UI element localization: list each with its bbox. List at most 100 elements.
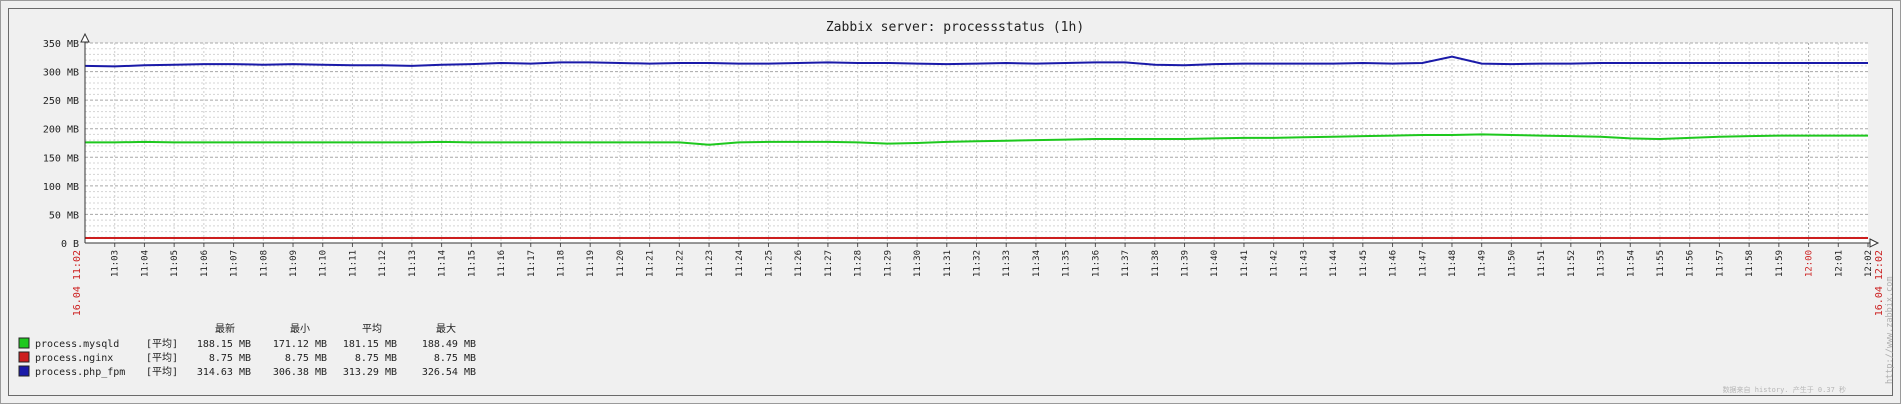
x-tick-label: 11:29 xyxy=(883,250,893,277)
x-tick-label: 11:27 xyxy=(824,250,834,277)
x-tick-label: 12:02 xyxy=(1864,250,1874,277)
x-tick-label: 11:44 xyxy=(1329,250,1339,277)
x-tick-label: 11:48 xyxy=(1448,250,1458,277)
x-tick-label: 11:11 xyxy=(348,250,358,277)
y-axis-arrow xyxy=(80,32,90,43)
x-tick-label: 11:15 xyxy=(467,250,477,277)
series-line-process-mysqld xyxy=(85,133,1868,146)
watermark: http://www.zabbix.com xyxy=(1885,277,1895,384)
legend-function: [平均] xyxy=(146,338,178,350)
x-tick-label: 11:51 xyxy=(1537,250,1547,277)
x-tick-label: 11:59 xyxy=(1775,250,1785,277)
legend-function: [平均] xyxy=(146,352,178,364)
x-tick-label: 11:46 xyxy=(1389,250,1399,277)
chart-title: Zabbix server: processstatus (1h) xyxy=(826,20,1084,35)
legend-swatch xyxy=(18,337,30,349)
x-tick-label: 11:04 xyxy=(140,250,150,277)
x-tick-label: 11:36 xyxy=(1091,250,1101,277)
y-tick-label: 350 MB xyxy=(43,39,79,50)
x-tick-label: 11:47 xyxy=(1418,250,1428,277)
x-tick-label: 11:10 xyxy=(319,250,329,277)
x-tick-label: 11:33 xyxy=(1002,250,1012,277)
x-tick-label: 11:49 xyxy=(1478,250,1488,277)
x-tick-label: 11:21 xyxy=(646,250,656,277)
x-tick-label: 11:12 xyxy=(378,250,388,277)
x-end-label: 16.04 12:02 xyxy=(1874,250,1885,316)
y-tick-label: 250 MB xyxy=(43,96,79,107)
legend-value-avg: 181.15 MB xyxy=(343,339,397,350)
legend-value-last: 314.63 MB xyxy=(197,367,251,378)
legend-header: 最小 xyxy=(290,323,310,335)
x-tick-label: 11:56 xyxy=(1686,250,1696,277)
x-tick-label: 11:14 xyxy=(438,250,448,277)
x-tick-label: 11:58 xyxy=(1745,250,1755,277)
x-tick-label: 11:26 xyxy=(794,250,804,277)
x-tick-label: 11:03 xyxy=(111,250,121,277)
x-tick-label: 11:53 xyxy=(1597,250,1607,277)
series-line-process-php-fpm xyxy=(84,55,1868,68)
plot-area: 0 B 50 MB 100 MB 150 MB 200 MB 250 MB 300 MB 35… xyxy=(43,32,1885,316)
x-tick-label: 11:43 xyxy=(1299,250,1309,277)
x-axis-arrow xyxy=(1869,238,1880,248)
y-tick-label: 0 B xyxy=(61,239,79,250)
x-tick-label: 11:20 xyxy=(616,250,626,277)
x-tick-label: 11:28 xyxy=(854,250,864,277)
x-tick-label: 11:23 xyxy=(705,250,715,277)
x-tick-label: 11:42 xyxy=(1270,250,1280,277)
legend-value-avg: 313.29 MB xyxy=(343,367,397,378)
x-tick-label: 11:50 xyxy=(1507,250,1517,277)
x-tick-label: 11:40 xyxy=(1210,250,1220,277)
x-tick-label: 11:52 xyxy=(1567,250,1577,277)
x-tick-label: 11:32 xyxy=(973,250,983,277)
legend-value-max: 8.75 MB xyxy=(434,353,476,364)
legend-header: 最大 xyxy=(436,322,456,335)
y-tick-label: 50 MB xyxy=(49,210,79,221)
legend-header: 最新 xyxy=(215,322,235,335)
legend-value-last: 188.15 MB xyxy=(197,339,251,350)
legend-value-min: 8.75 MB xyxy=(285,353,327,364)
x-tick-label: 11:55 xyxy=(1656,250,1666,277)
legend-function: [平均] xyxy=(146,366,178,378)
x-tick-label: 11:17 xyxy=(527,250,537,277)
x-tick-label: 11:08 xyxy=(259,250,269,277)
legend-value-last: 8.75 MB xyxy=(209,353,251,364)
x-tick-label: 11:57 xyxy=(1715,250,1725,277)
x-tick-label: 11:22 xyxy=(675,250,685,277)
x-tick-label: 11:41 xyxy=(1240,250,1250,277)
x-tick-label: 11:39 xyxy=(1181,250,1191,277)
x-tick-label: 11:13 xyxy=(408,250,418,277)
y-tick-label: 150 MB xyxy=(43,153,79,164)
x-tick-label: 11:45 xyxy=(1359,250,1369,277)
legend-swatch xyxy=(18,351,30,363)
legend-series-name: process.nginx xyxy=(35,353,113,364)
legend-swatch xyxy=(18,365,30,377)
x-tick-label: 11:07 xyxy=(230,250,240,277)
x-tick-label: 11:38 xyxy=(1151,250,1161,277)
x-tick-label: 11:34 xyxy=(1032,250,1042,277)
x-tick-label: 11:19 xyxy=(586,250,596,277)
legend-header: 平均 xyxy=(362,323,382,335)
legend-value-max: 326.54 MB xyxy=(422,367,476,378)
x-tick-label: 11:05 xyxy=(170,250,180,277)
legend-value-avg: 8.75 MB xyxy=(355,353,397,364)
x-tick-label: 11:18 xyxy=(556,250,566,277)
x-tick-label: 12:00 xyxy=(1805,250,1815,277)
legend: 最新 最小 平均 最大 process.mysqld [平均] 188.15 MB 171.1… xyxy=(18,322,476,378)
legend-series-name: process.mysqld xyxy=(35,339,119,350)
legend-value-min: 171.12 MB xyxy=(273,339,327,350)
x-start-label: 16.04 11:02 xyxy=(72,250,83,316)
x-tick-label: 11:54 xyxy=(1626,250,1636,277)
x-tick-label: 11:09 xyxy=(289,250,299,277)
x-tick-label: 11:25 xyxy=(764,250,774,277)
y-tick-label: 100 MB xyxy=(43,182,79,193)
legend-series-name: process.php_fpm xyxy=(35,367,125,378)
y-tick-label: 200 MB xyxy=(43,125,79,136)
x-tick-label: 11:37 xyxy=(1121,250,1131,277)
x-tick-label: 11:16 xyxy=(497,250,507,277)
footer-note: 数据来自 history. 产生于 0.37 秒 xyxy=(1723,385,1846,394)
x-tick-label: 11:06 xyxy=(200,250,210,277)
y-tick-label: 300 MB xyxy=(43,68,79,79)
x-tick-label: 11:30 xyxy=(913,250,923,277)
x-tick-label: 12:01 xyxy=(1834,250,1844,277)
